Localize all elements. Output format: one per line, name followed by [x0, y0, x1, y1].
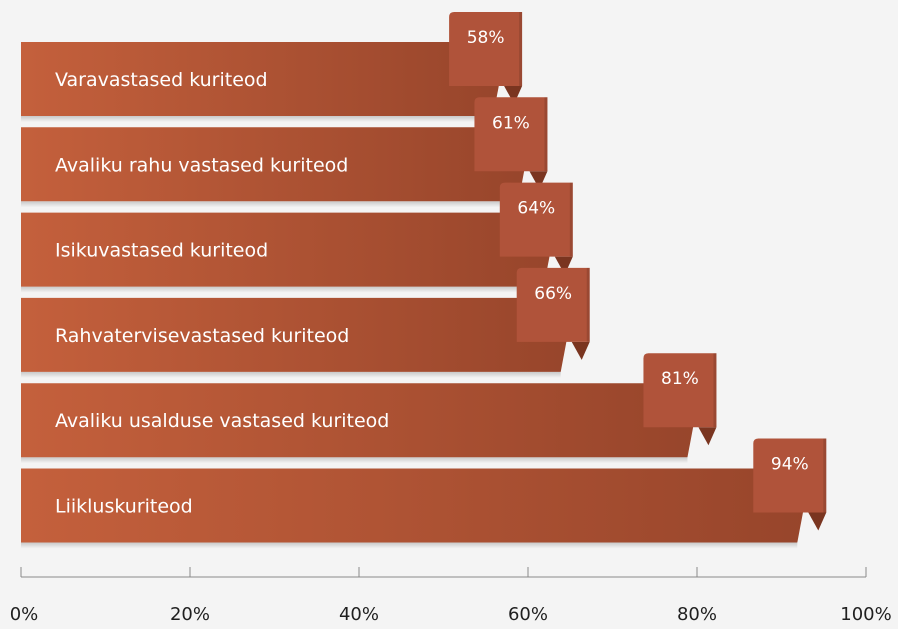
value-tab — [643, 353, 717, 428]
x-tick-label: 40% — [339, 604, 379, 625]
bar-shadow — [21, 201, 519, 208]
bar — [21, 383, 702, 458]
tab-fold — [571, 341, 590, 360]
bar-group: 61% Avaliku rahu vastased kuriteod — [21, 97, 548, 208]
value-label: 64% — [517, 199, 555, 219]
bar-shadow — [21, 116, 494, 122]
bar-group: 64% Isikuvastased kuriteod — [21, 182, 573, 293]
value-label: 66% — [534, 284, 572, 304]
value-tab — [499, 182, 573, 257]
bars-group: 58% Varavastased kuriteod 61% Avaliku rahu … — [21, 12, 827, 549]
category-label: Avaliku rahu vastased kuriteod — [55, 154, 348, 176]
x-axis: 0% 20% 40% 60% 80% 100% — [10, 567, 892, 625]
tab-edge — [713, 353, 717, 428]
value-label: 94% — [771, 455, 809, 475]
bar — [21, 468, 812, 543]
value-tab — [753, 438, 827, 513]
tab-fold — [808, 512, 827, 531]
category-label: Rahvatervisevastased kuriteod — [55, 325, 349, 347]
tab-fold — [554, 256, 573, 275]
value-label: 61% — [492, 113, 530, 133]
tab-fold — [529, 171, 548, 190]
x-tick-label: 80% — [677, 604, 717, 625]
tab-edge — [569, 182, 573, 257]
value-tab — [474, 97, 548, 172]
tab-edge — [544, 97, 548, 172]
tab-edge — [519, 12, 523, 86]
x-tick-label: 60% — [508, 604, 548, 625]
bar-group: 94% Liikluskuriteod — [21, 438, 827, 549]
value-tab — [449, 12, 523, 86]
bar — [21, 212, 558, 287]
bar-group: 66% Rahvatervisevastased kuriteod — [21, 267, 590, 378]
bar-shadow — [21, 371, 561, 378]
x-tick-label: 0% — [10, 604, 39, 625]
tab-fold — [698, 427, 717, 446]
tab-edge — [823, 438, 827, 513]
x-tick-label: 100% — [840, 604, 891, 625]
category-label: Isikuvastased kuriteod — [55, 240, 268, 262]
bar — [21, 42, 508, 116]
bar-group: 81% Avaliku usalduse vastased kuriteod — [21, 353, 717, 464]
tab-edge — [586, 267, 590, 342]
value-label: 81% — [661, 369, 699, 389]
bar-shadow — [21, 542, 798, 549]
bar-shadow — [21, 286, 544, 293]
x-tick-label: 20% — [170, 604, 210, 625]
bar-group: 58% Varavastased kuriteod — [21, 12, 523, 122]
bar — [21, 297, 575, 372]
bar-shadow — [21, 457, 688, 464]
category-label: Avaliku usalduse vastased kuriteod — [55, 410, 389, 432]
value-label: 58% — [467, 28, 505, 48]
category-label: Varavastased kuriteod — [55, 69, 268, 91]
category-label: Liikluskuriteod — [55, 496, 193, 518]
tab-fold — [504, 86, 523, 104]
value-tab — [516, 267, 590, 342]
bar — [21, 127, 533, 202]
